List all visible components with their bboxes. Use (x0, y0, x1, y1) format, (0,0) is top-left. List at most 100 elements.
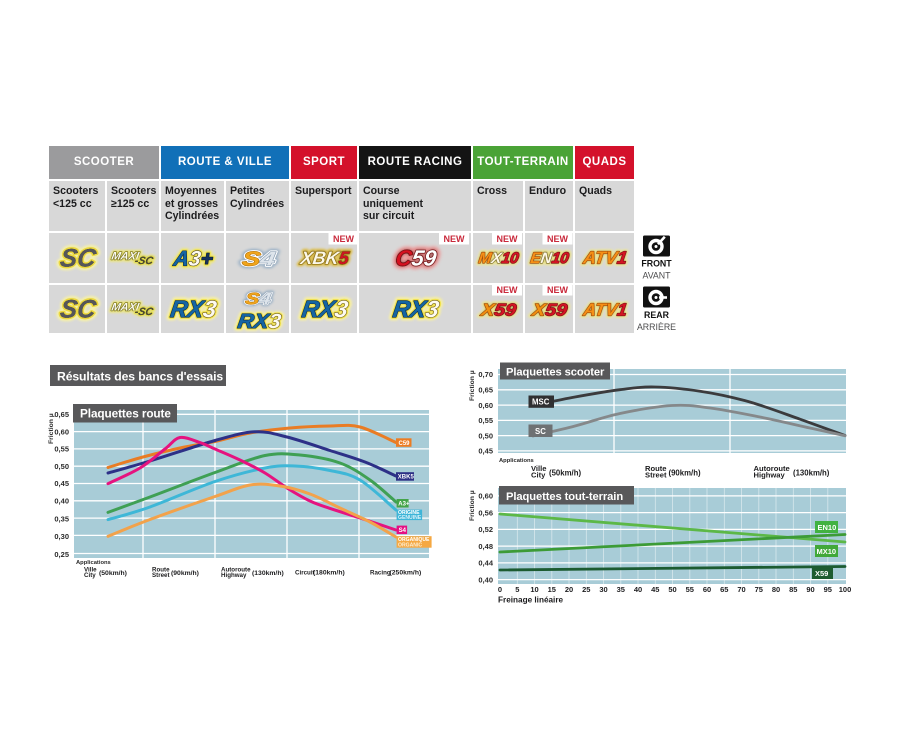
svg-text:NEW: NEW (547, 234, 569, 244)
svg-text:70: 70 (737, 585, 745, 594)
svg-text:(130km/h): (130km/h) (793, 469, 830, 478)
svg-text:XBK5: XBK5 (298, 248, 351, 268)
svg-text:Highway: Highway (754, 471, 786, 480)
svg-text:0,35: 0,35 (54, 514, 69, 523)
svg-text:Street: Street (645, 471, 667, 480)
svg-text:Route: Route (645, 464, 667, 473)
svg-text:0,65: 0,65 (478, 386, 493, 395)
svg-text:X59: X59 (530, 300, 569, 319)
svg-text:0: 0 (498, 585, 502, 594)
svg-text:ATV1: ATV1 (581, 300, 628, 320)
svg-text:S4: S4 (241, 248, 277, 271)
svg-text:-SC: -SC (134, 306, 155, 318)
svg-text:0,60: 0,60 (54, 427, 69, 436)
svg-text:MX10: MX10 (477, 250, 520, 267)
svg-text:MX10: MX10 (477, 250, 520, 267)
svg-text:80: 80 (772, 585, 780, 594)
svg-text:Friction µ: Friction µ (48, 413, 55, 444)
svg-text:ORIGINE: ORIGINE (398, 510, 420, 516)
svg-text:(130km/h): (130km/h) (252, 570, 284, 577)
svg-text:RX3: RX3 (169, 297, 218, 323)
svg-text:SC: SC (58, 245, 98, 273)
svg-text:NEW: NEW (333, 234, 355, 244)
svg-text:(90km/h): (90km/h) (171, 570, 199, 577)
svg-text:40: 40 (634, 585, 642, 594)
svg-text:SC: SC (58, 296, 98, 324)
svg-text:A3+: A3+ (171, 248, 214, 271)
svg-text:0,50: 0,50 (54, 462, 69, 471)
svg-text:C59: C59 (394, 246, 439, 271)
svg-text:0,50: 0,50 (478, 431, 493, 440)
svg-text:85: 85 (789, 585, 797, 594)
svg-text:SC: SC (535, 427, 546, 436)
svg-text:ATV1: ATV1 (581, 248, 628, 268)
svg-text:Street: Street (152, 572, 170, 579)
svg-text:C59: C59 (399, 441, 411, 447)
svg-text:MAXI: MAXI (110, 302, 140, 314)
svg-text:Circuit: Circuit (295, 569, 315, 576)
svg-text:SC: SC (58, 245, 98, 273)
svg-text:S4: S4 (244, 289, 273, 307)
svg-text:FRONT: FRONT (641, 259, 672, 269)
svg-text:(250km/h): (250km/h) (390, 569, 422, 576)
svg-text:0,52: 0,52 (478, 525, 493, 534)
svg-text:RX3: RX3 (236, 310, 282, 333)
svg-text:ATV1: ATV1 (581, 248, 628, 268)
svg-text:0,55: 0,55 (478, 416, 493, 425)
svg-text:City: City (531, 471, 546, 480)
svg-text:NEW: NEW (547, 285, 569, 295)
svg-text:A3+: A3+ (171, 248, 214, 271)
svg-text:RX3: RX3 (300, 297, 349, 323)
svg-text:Ville: Ville (84, 567, 97, 574)
svg-text:(180km/h): (180km/h) (313, 569, 345, 576)
svg-text:0,40: 0,40 (478, 575, 493, 584)
svg-text:0,45: 0,45 (478, 447, 493, 456)
svg-text:Ville: Ville (531, 464, 546, 473)
svg-text:Plaquettes route: Plaquettes route (80, 407, 171, 421)
svg-text:Route: Route (152, 567, 170, 574)
svg-text:Racing: Racing (370, 569, 391, 576)
svg-text:0,45: 0,45 (54, 479, 69, 488)
svg-text:0,30: 0,30 (54, 532, 69, 541)
svg-text:Freinage linéaire: Freinage linéaire (498, 596, 564, 605)
svg-text:C59: C59 (394, 246, 439, 271)
svg-text:-SC: -SC (134, 255, 155, 267)
svg-text:MAXI: MAXI (110, 302, 140, 314)
svg-text:(50km/h): (50km/h) (99, 570, 127, 577)
svg-text:C59: C59 (394, 246, 439, 271)
svg-text:XBK5: XBK5 (298, 248, 351, 268)
svg-text:S4: S4 (241, 248, 277, 271)
svg-text:0,25: 0,25 (54, 550, 69, 559)
svg-text:RX3: RX3 (169, 297, 218, 323)
svg-text:20: 20 (565, 585, 573, 594)
svg-text:Friction µ: Friction µ (469, 490, 476, 521)
svg-text:(50km/h): (50km/h) (549, 469, 581, 478)
svg-text:ATV1: ATV1 (581, 300, 628, 320)
svg-text:(90km/h): (90km/h) (669, 469, 701, 478)
svg-text:ARRIÈRE: ARRIÈRE (637, 322, 676, 332)
svg-text:55: 55 (686, 585, 694, 594)
svg-text:0,40: 0,40 (54, 497, 69, 506)
svg-text:RX3: RX3 (391, 297, 440, 323)
svg-text:60: 60 (703, 585, 711, 594)
svg-text:0,70: 0,70 (478, 370, 493, 379)
svg-text:0,60: 0,60 (478, 492, 493, 501)
svg-text:RX3: RX3 (391, 297, 440, 323)
svg-text:RX3: RX3 (236, 310, 282, 333)
svg-text:Résultats des bancs d'essais: Résultats des bancs d'essais (57, 370, 223, 384)
svg-text:S4: S4 (244, 289, 273, 307)
svg-text:Friction µ: Friction µ (469, 370, 476, 401)
svg-text:S4: S4 (244, 289, 273, 307)
svg-text:30: 30 (599, 585, 607, 594)
svg-text:X59: X59 (815, 569, 828, 578)
svg-text:A3+: A3+ (171, 248, 214, 271)
svg-text:ORGANIQUE: ORGANIQUE (398, 537, 430, 543)
svg-text:65: 65 (720, 585, 728, 594)
svg-text:Plaquettes tout-terrain: Plaquettes tout-terrain (506, 491, 623, 503)
svg-text:50: 50 (668, 585, 676, 594)
svg-text:0,60: 0,60 (478, 401, 493, 410)
svg-text:GENUINE: GENUINE (398, 515, 422, 521)
svg-text:EN10: EN10 (818, 523, 837, 532)
svg-text:Autoroute: Autoroute (221, 567, 251, 574)
svg-text:MAXI: MAXI (110, 251, 140, 263)
